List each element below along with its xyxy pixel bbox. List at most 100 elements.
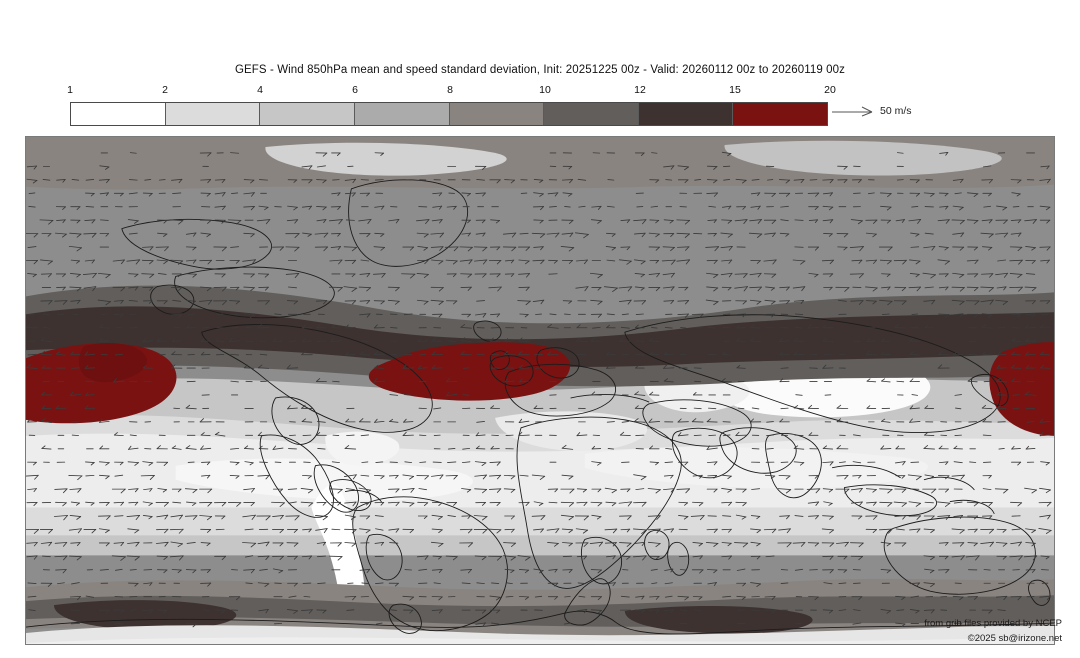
wind-barb-flag <box>221 555 227 561</box>
wind-barb <box>503 488 516 490</box>
wind-barb <box>257 474 270 477</box>
wind-barb-flag <box>872 287 878 292</box>
wind-barb-flag <box>244 445 249 449</box>
wind-barb-flag <box>338 219 343 225</box>
wind-barb <box>97 299 111 303</box>
wind-barb-flag <box>923 445 929 449</box>
wind-barb <box>70 501 80 504</box>
wind-barb <box>808 272 819 275</box>
wind-barb-flag <box>113 432 118 436</box>
wind-barb-flag <box>207 569 211 574</box>
wind-barb <box>157 273 167 275</box>
wind-barb <box>910 595 919 598</box>
wind-barb-flag <box>829 542 835 547</box>
wind-barb-flag <box>482 192 486 197</box>
wind-barb <box>764 595 776 598</box>
wind-barb-flag <box>996 378 1001 382</box>
wind-barb-flag <box>524 569 530 574</box>
wind-barb <box>54 488 68 490</box>
wind-barb-flag <box>149 246 154 251</box>
wind-barb-flag <box>1016 193 1021 197</box>
wind-barb <box>430 541 444 544</box>
wind-barb <box>201 340 211 342</box>
wind-barb-flag <box>235 300 241 305</box>
wind-barb-flag <box>1010 364 1016 369</box>
wind-barb-flag <box>988 515 993 520</box>
wind-barb-flag <box>555 232 560 238</box>
wind-barb-flag <box>40 418 46 422</box>
wind-barb <box>663 488 675 491</box>
wind-barb <box>85 501 95 504</box>
wind-barb <box>99 568 109 571</box>
wind-barb-flag <box>901 502 907 507</box>
wind-barb-flag <box>192 246 197 251</box>
wind-barb <box>621 353 630 356</box>
wind-barb <box>26 367 38 370</box>
wind-barb-flag <box>677 418 682 423</box>
wind-barb <box>55 407 67 410</box>
wind-barb <box>663 474 674 477</box>
wind-barb <box>967 192 979 195</box>
wind-barb <box>215 340 225 343</box>
wind-barb <box>27 273 37 275</box>
wind-barb <box>55 232 67 235</box>
wind-barb-flag <box>438 502 443 506</box>
map-canvas <box>26 137 1054 644</box>
wind-barb <box>85 179 95 181</box>
wind-barb <box>837 299 847 302</box>
wind-barb-flag <box>76 219 81 224</box>
wind-barb-flag <box>721 351 726 355</box>
wind-barb-flag <box>1032 555 1038 561</box>
wind-barb-flag <box>685 488 691 494</box>
wind-barb <box>721 542 732 544</box>
wind-barb-flag <box>105 542 110 547</box>
wind-barb-flag <box>635 365 639 369</box>
wind-barb-flag <box>721 378 726 382</box>
wind-barb-flag <box>597 462 602 466</box>
wind-barb <box>980 286 994 289</box>
wind-barb-flag <box>887 246 893 252</box>
wind-barb-flag <box>569 232 574 238</box>
wind-barb-flag <box>619 337 624 342</box>
wind-barb-flag <box>670 488 675 493</box>
wind-barb <box>1009 273 1023 275</box>
wind-barb-flag <box>142 337 146 343</box>
wind-barb <box>706 286 719 289</box>
wind-barb-flag <box>504 378 508 383</box>
wind-barb-flag <box>359 351 364 355</box>
wind-barb-flag <box>265 219 271 225</box>
wind-barb <box>677 300 690 302</box>
wind-barb <box>343 286 358 289</box>
wind-barb <box>679 569 687 571</box>
wind-barb <box>82 272 97 275</box>
wind-barb-flag <box>799 462 805 466</box>
wind-barb-flag <box>1040 324 1044 329</box>
wind-barb <box>503 353 516 356</box>
wind-barb <box>981 313 993 316</box>
wind-barb-flag <box>1046 300 1051 305</box>
wind-barb <box>100 219 109 221</box>
wind-barb-flag <box>99 418 103 423</box>
wind-barb-flag <box>503 350 509 355</box>
wind-barb-flag <box>915 502 921 507</box>
wind-barb-flag <box>206 516 213 521</box>
wind-barb-flag <box>200 432 205 436</box>
wind-barb-flag <box>807 404 813 409</box>
wind-barb-flag <box>880 445 885 450</box>
wind-barb <box>722 595 732 598</box>
wind-barb-flag <box>757 192 761 196</box>
wind-barb <box>983 569 991 571</box>
wind-barb <box>474 461 487 464</box>
wind-barb-flag <box>757 286 762 292</box>
wind-barb-flag <box>699 474 703 479</box>
wind-barb-flag <box>640 152 645 156</box>
wind-barb <box>779 179 791 181</box>
wind-barb <box>417 246 429 249</box>
wind-barb-flag <box>989 299 994 305</box>
wind-barb-flag <box>901 488 907 493</box>
wind-barb-flag <box>728 205 732 210</box>
wind-barb <box>26 165 38 168</box>
wind-barb <box>387 501 400 504</box>
wind-barb <box>677 434 689 437</box>
wind-barb <box>230 313 239 316</box>
